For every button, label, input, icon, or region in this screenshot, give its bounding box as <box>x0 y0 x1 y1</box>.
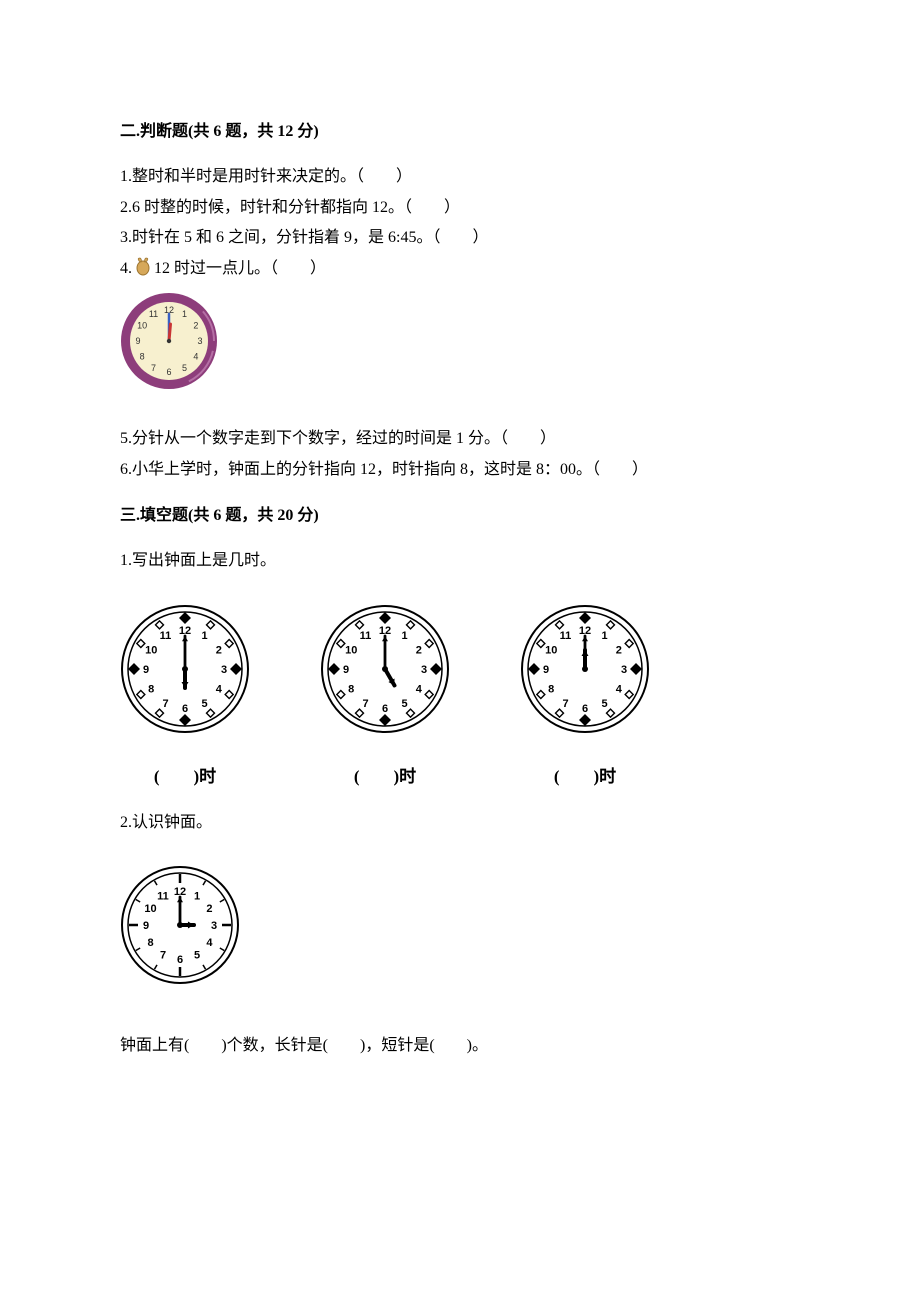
svg-text:3: 3 <box>621 664 627 676</box>
svg-text:10: 10 <box>137 320 147 330</box>
svg-text:10: 10 <box>145 644 157 656</box>
s2-q5: 5.分针从一个数字走到下个数字，经过的时间是 1 分。（ ） <box>120 425 800 454</box>
svg-text:6: 6 <box>166 367 171 377</box>
section-3-heading: 三.填空题(共 6 题，共 20 分) <box>120 502 800 531</box>
svg-text:10: 10 <box>345 644 357 656</box>
s2-q4-prefix: 4. <box>120 255 132 284</box>
svg-text:6: 6 <box>382 703 388 715</box>
clock-3: 121234567891011 <box>520 604 650 734</box>
svg-text:8: 8 <box>140 351 145 361</box>
clock-2: 121234567891011 <box>320 604 450 734</box>
svg-text:7: 7 <box>160 950 166 962</box>
svg-text:4: 4 <box>193 351 198 361</box>
svg-text:5: 5 <box>194 950 200 962</box>
svg-text:8: 8 <box>148 683 154 695</box>
s3-q1: 1.写出钟面上是几时。 <box>120 547 800 576</box>
svg-text:7: 7 <box>362 698 368 710</box>
clock-3-label: ( )时 <box>554 762 616 793</box>
alarm-clock-icon <box>134 255 152 277</box>
svg-text:1: 1 <box>201 630 207 642</box>
svg-text:2: 2 <box>193 320 198 330</box>
svg-text:5: 5 <box>182 363 187 373</box>
svg-text:10: 10 <box>545 644 557 656</box>
svg-text:8: 8 <box>348 683 354 695</box>
s3-q2-fill: 钟面上有( )个数，长针是( )，短针是( )。 <box>120 1032 800 1061</box>
svg-text:11: 11 <box>360 630 372 642</box>
svg-text:11: 11 <box>157 891 169 903</box>
svg-text:4: 4 <box>206 937 213 949</box>
svg-text:8: 8 <box>147 937 153 949</box>
s2-q6: 6.小华上学时，钟面上的分针指向 12，时针指向 8，这时是 8：00。（ ） <box>120 456 800 485</box>
svg-text:4: 4 <box>216 683 223 695</box>
s3-q2-clock-wrap: 121234567891011 <box>120 865 800 996</box>
svg-text:1: 1 <box>401 630 407 642</box>
svg-text:2: 2 <box>206 903 212 915</box>
svg-text:4: 4 <box>416 683 423 695</box>
svg-text:11: 11 <box>560 630 572 642</box>
svg-text:9: 9 <box>543 664 549 676</box>
s3-q2: 2.认识钟面。 <box>120 809 800 838</box>
clock-row: 121234567891011 ( )时 121234567891011 ( )… <box>120 604 800 793</box>
svg-text:6: 6 <box>182 703 188 715</box>
purple-clock: 121234567891011 <box>120 292 800 401</box>
svg-text:1: 1 <box>182 309 187 319</box>
svg-text:3: 3 <box>221 664 227 676</box>
svg-text:6: 6 <box>177 954 183 966</box>
clock-1-label: ( )时 <box>154 762 216 793</box>
svg-text:9: 9 <box>143 920 149 932</box>
svg-text:5: 5 <box>201 698 207 710</box>
svg-text:1: 1 <box>194 891 200 903</box>
svg-text:4: 4 <box>616 683 623 695</box>
svg-text:2: 2 <box>616 644 622 656</box>
s2-q1: 1.整时和半时是用时针来决定的。（ ） <box>120 163 800 192</box>
s2-q4-text: 12 时过一点儿。（ ） <box>154 255 326 284</box>
svg-text:2: 2 <box>416 644 422 656</box>
svg-text:7: 7 <box>562 698 568 710</box>
svg-text:9: 9 <box>143 664 149 676</box>
svg-text:1: 1 <box>601 630 607 642</box>
svg-text:9: 9 <box>135 336 140 346</box>
s2-q3: 3.时针在 5 和 6 之间，分针指着 9，是 6:45。（ ） <box>120 224 800 253</box>
svg-text:11: 11 <box>149 309 158 319</box>
svg-text:11: 11 <box>160 630 172 642</box>
clock-cell-2: 121234567891011 ( )时 <box>320 604 450 793</box>
section-2-heading: 二.判断题(共 6 题，共 12 分) <box>120 118 800 147</box>
svg-text:9: 9 <box>343 664 349 676</box>
svg-text:7: 7 <box>162 698 168 710</box>
svg-text:8: 8 <box>548 683 554 695</box>
clock-cell-1: 121234567891011 ( )时 <box>120 604 250 793</box>
svg-text:3: 3 <box>211 920 217 932</box>
svg-text:3: 3 <box>421 664 427 676</box>
clock-1: 121234567891011 <box>120 604 250 734</box>
s2-q4: 4. 12 时过一点儿。（ ） <box>120 255 800 284</box>
svg-text:5: 5 <box>601 698 607 710</box>
clock-q2: 121234567891011 <box>120 865 240 985</box>
svg-text:2: 2 <box>216 644 222 656</box>
clock-cell-3: 121234567891011 ( )时 <box>520 604 650 793</box>
s2-q2: 2.6 时整的时候，时针和分针都指向 12。（ ） <box>120 194 800 223</box>
svg-text:3: 3 <box>197 336 202 346</box>
clock-2-label: ( )时 <box>354 762 416 793</box>
svg-text:7: 7 <box>151 363 156 373</box>
svg-text:5: 5 <box>401 698 407 710</box>
svg-text:10: 10 <box>144 903 156 915</box>
svg-text:6: 6 <box>582 703 588 715</box>
